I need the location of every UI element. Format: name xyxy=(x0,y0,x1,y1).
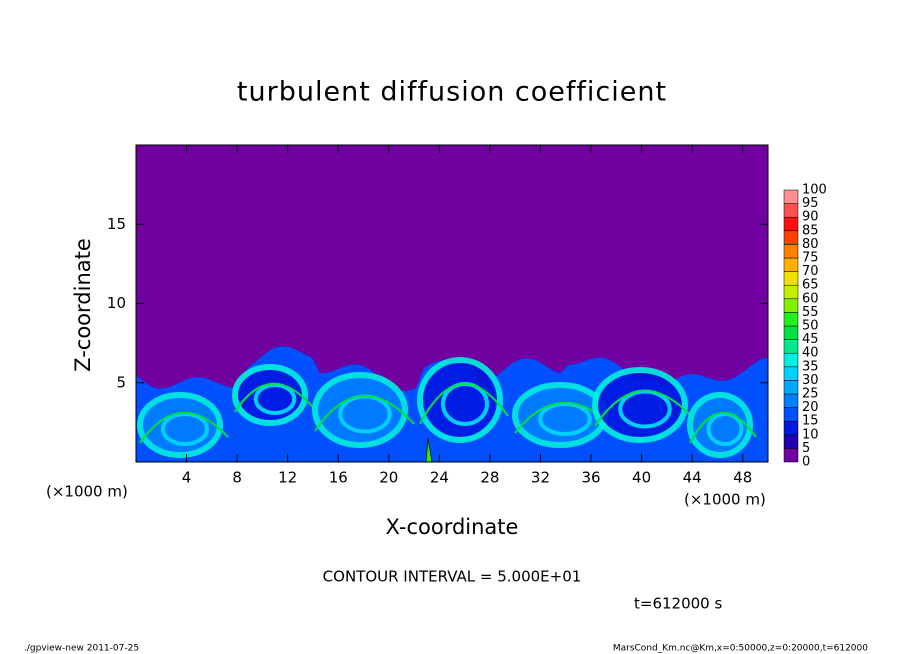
colorbar-label: 0 xyxy=(802,455,810,470)
colorbar-label: 75 xyxy=(802,251,819,266)
colorbar-label: 70 xyxy=(802,264,819,279)
swirl xyxy=(512,382,608,448)
x-axis-label: X-coordinate xyxy=(386,515,519,539)
colorbar-segment xyxy=(783,203,799,218)
y-unit-label: (×1000 m) xyxy=(46,483,128,501)
field xyxy=(136,145,768,463)
colorbar-segment xyxy=(783,352,799,368)
colorbar-segment xyxy=(783,407,799,422)
x-tick-label: 40 xyxy=(632,469,651,487)
chart-title: turbulent diffusion coefficient xyxy=(237,77,667,108)
time-label: t=612000 s xyxy=(634,595,722,613)
colorbar-label: 40 xyxy=(802,346,819,361)
colorbar-label: 25 xyxy=(802,387,819,402)
colorbar-segment xyxy=(783,420,799,436)
x-tick-label: 28 xyxy=(480,469,499,487)
y-tick-label: 5 xyxy=(116,373,126,391)
x-tick-label: 44 xyxy=(683,469,702,487)
colorbar-label: 15 xyxy=(802,414,819,429)
colorbar-label: 100 xyxy=(802,183,827,198)
colorbar-label: 55 xyxy=(802,305,819,320)
colorbar-segment xyxy=(783,339,799,354)
colorbar-segment xyxy=(783,380,799,395)
y-axis-label: Z-coordinate xyxy=(71,238,95,372)
colorbar-segment xyxy=(783,257,799,272)
swirl-filament xyxy=(234,382,313,413)
colorbar-segment xyxy=(783,325,799,340)
x-tick-label: 16 xyxy=(329,469,348,487)
colorbar-segment xyxy=(783,312,799,327)
x-tick-label: 4 xyxy=(182,469,192,487)
colorbar-segment xyxy=(783,298,799,313)
x-tick-label: 32 xyxy=(531,469,550,487)
swirl xyxy=(312,372,408,448)
colorbar-segment xyxy=(783,448,799,463)
swirl-core xyxy=(253,383,297,415)
x-tick-label: 12 xyxy=(278,469,297,487)
colorbar-label: 45 xyxy=(802,332,819,347)
swirl-filament xyxy=(689,411,757,444)
colorbar-label: 5 xyxy=(802,441,810,456)
colorbar-segment xyxy=(783,216,799,232)
colorbar-label: 35 xyxy=(802,359,819,374)
colorbar-label: 20 xyxy=(802,400,819,415)
colorbar-label: 60 xyxy=(802,291,819,306)
contour-interval: CONTOUR INTERVAL = 5.000E+01 xyxy=(323,568,582,586)
colorbar-segment xyxy=(783,189,799,204)
swirl-filament xyxy=(139,412,229,444)
swirl-filament xyxy=(314,395,415,432)
y-tick-label: 15 xyxy=(107,215,126,233)
swirl-core xyxy=(538,402,592,436)
colorbar-segment xyxy=(783,271,799,286)
footer-left: ./gpview-new 2011-07-25 xyxy=(24,644,139,654)
swirl-filament xyxy=(419,383,509,425)
x-tick-label: 36 xyxy=(581,469,600,487)
x-tick-label: 48 xyxy=(733,469,752,487)
colorbar-label: 65 xyxy=(802,278,819,293)
colorbar-segment xyxy=(783,434,799,449)
colorbar-label: 95 xyxy=(802,196,819,211)
y-tick-label: 10 xyxy=(107,294,126,312)
colorbar-segment xyxy=(783,284,799,300)
colorbar-segment xyxy=(783,393,799,408)
footer-right: MarsCond_Km.nc@Km,x=0:50000,z=0:20000,t=… xyxy=(613,644,868,654)
colorbar-label: 90 xyxy=(802,210,819,225)
colorbar-label: 80 xyxy=(802,237,819,252)
colorbar-segment xyxy=(783,230,799,245)
colorbar-label: 85 xyxy=(802,223,819,238)
swirl-filament xyxy=(594,390,695,427)
colorbar-segment xyxy=(783,366,799,381)
swirl-core xyxy=(706,412,744,446)
x-tick-label: 24 xyxy=(430,469,449,487)
x-tick-label: 8 xyxy=(232,469,242,487)
colorbar-label: 30 xyxy=(802,373,819,388)
swirl xyxy=(592,367,688,443)
x-tick-label: 20 xyxy=(379,469,398,487)
swirl-core xyxy=(161,412,209,446)
colorbar-label: 50 xyxy=(802,319,819,334)
x-unit-label: (×1000 m) xyxy=(684,491,766,509)
colorbar-label: 10 xyxy=(802,427,819,442)
colorbar-segment xyxy=(783,244,799,259)
